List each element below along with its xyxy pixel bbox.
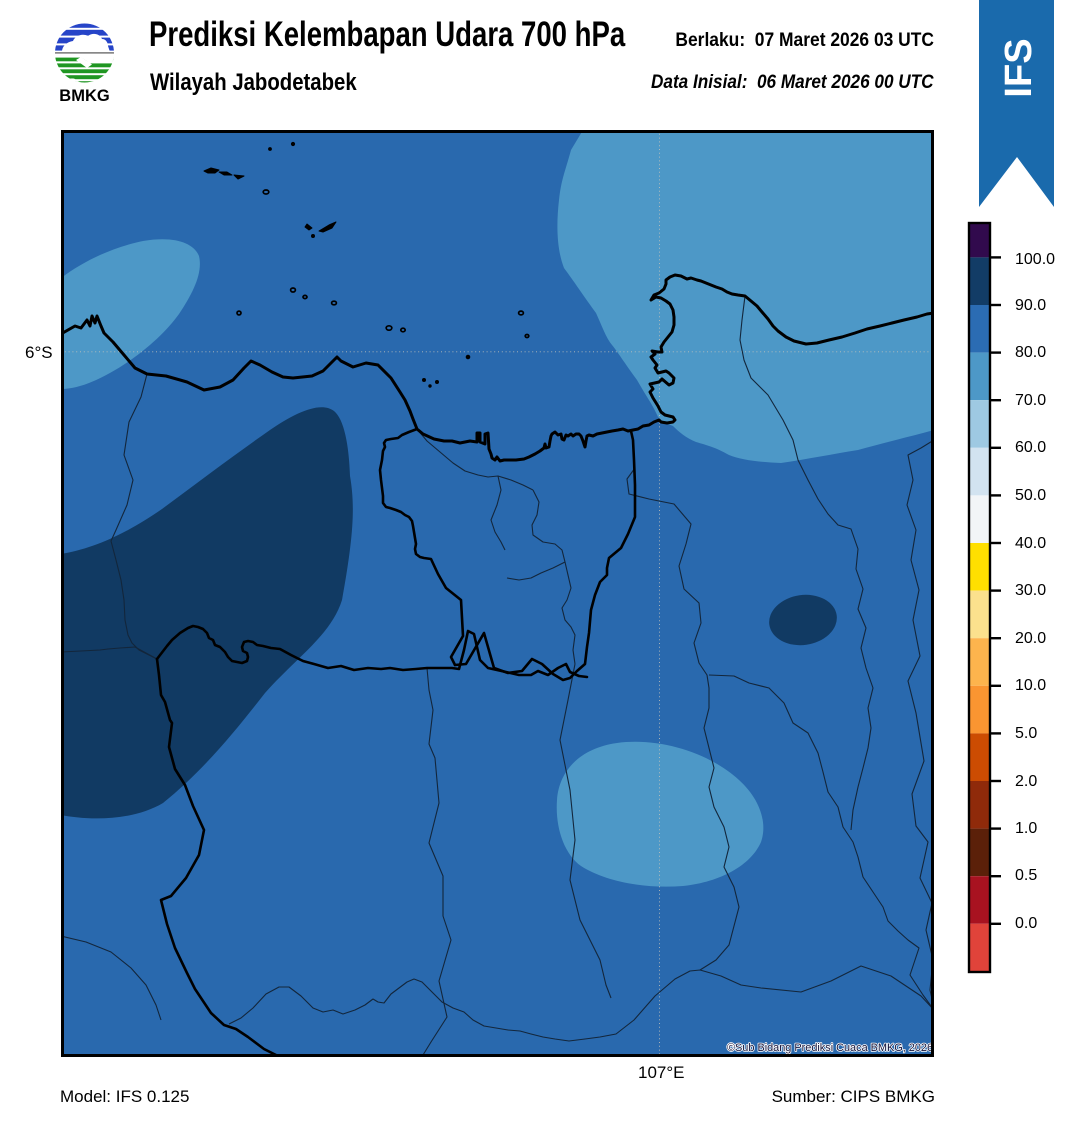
svg-text:IFS: IFS xyxy=(998,38,1040,97)
svg-text:©Sub Bidang Prediksi Cuaca BMK: ©Sub Bidang Prediksi Cuaca BMKG, 2026 xyxy=(727,1042,933,1054)
svg-text:BMKG: BMKG xyxy=(59,87,109,105)
